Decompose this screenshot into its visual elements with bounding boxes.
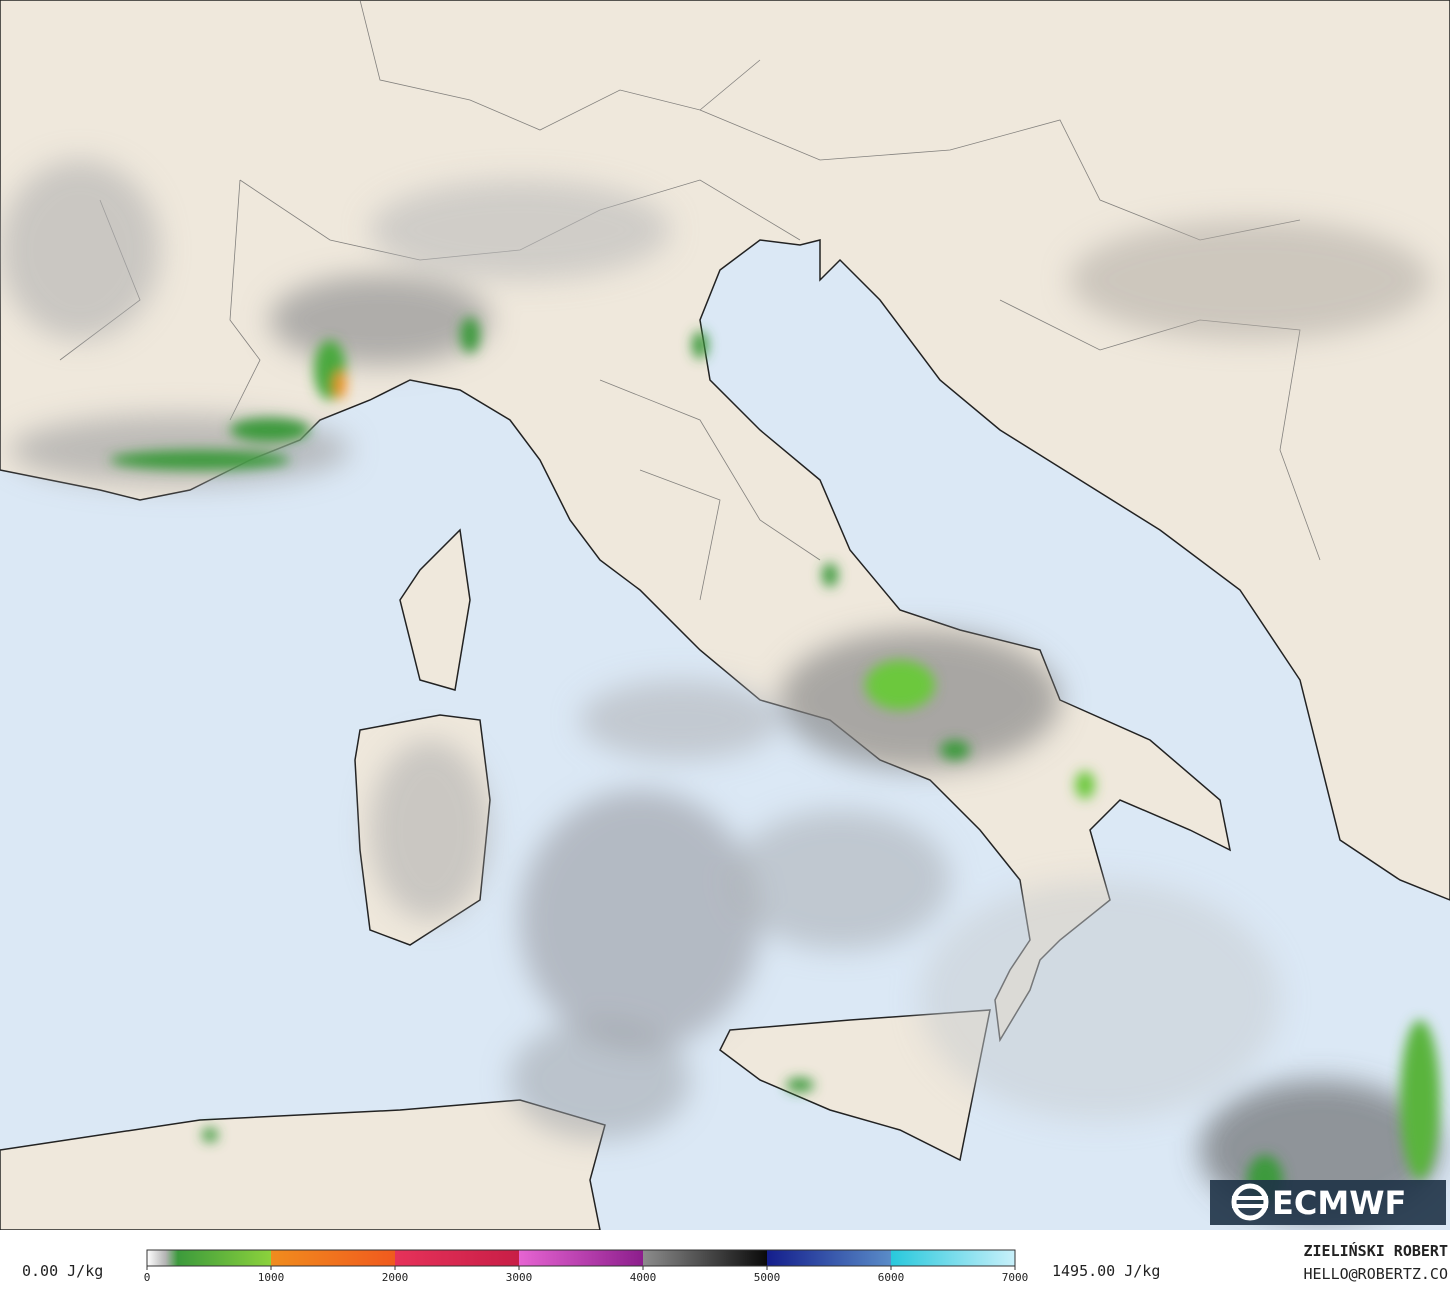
colorbar-fill — [146, 1249, 1016, 1267]
author-name: ZIELIŃSKI ROBERT — [1304, 1241, 1449, 1260]
colorbar-tick-label: 1000 — [258, 1271, 285, 1284]
colorbar: 0 1000 2000 3000 4000 5000 6000 7000 — [144, 1249, 1029, 1284]
field-gray — [0, 160, 1440, 1220]
colorbar-tick-label: 6000 — [878, 1271, 905, 1284]
legend-max-label: 1495.00 J/kg — [1052, 1262, 1160, 1280]
colorbar-tick-label: 4000 — [630, 1271, 657, 1284]
map: ECMWF — [0, 0, 1450, 1230]
colorbar-tick-label: 2000 — [382, 1271, 409, 1284]
logo-icon — [1231, 1183, 1269, 1221]
colorbar-tick-label: 7000 — [1002, 1271, 1029, 1284]
logo-text: ECMWF — [1272, 1184, 1406, 1222]
legend-min-label: 0.00 J/kg — [22, 1262, 103, 1280]
colorbar-tick-label: 3000 — [506, 1271, 533, 1284]
colorbar-tick-label: 0 — [144, 1271, 151, 1284]
author-email: HELLO@ROBERTZ.CO — [1304, 1265, 1449, 1283]
colorbar-tick-label: 5000 — [754, 1271, 781, 1284]
field-green — [110, 317, 1440, 1205]
